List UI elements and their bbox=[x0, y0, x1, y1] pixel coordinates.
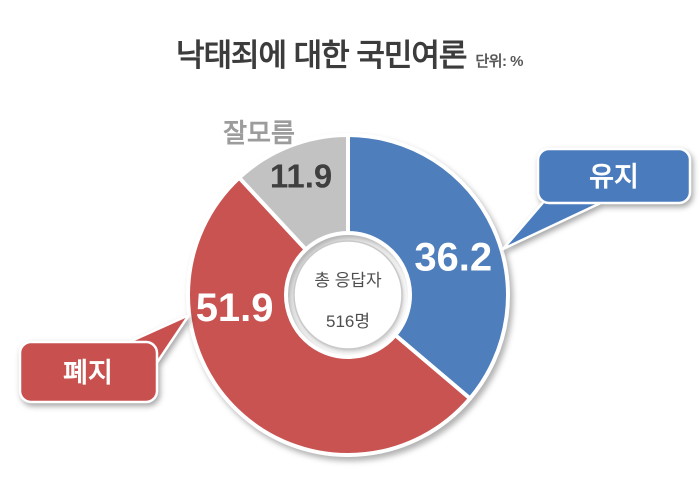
value-abolish: 51.9 bbox=[196, 286, 274, 330]
label-unknown: 잘모름 bbox=[223, 118, 295, 148]
chart-header: 낙태죄에 대한 국민여론 단위: % bbox=[0, 30, 699, 75]
chart-title: 낙태죄에 대한 국민여론 bbox=[175, 38, 467, 73]
slice-abolish bbox=[186, 175, 472, 457]
callout-maintain: 유지 bbox=[501, 147, 692, 251]
value-maintain: 36.2 bbox=[414, 236, 492, 280]
value-unknown: 11.9 bbox=[270, 157, 332, 194]
center-label-line1: 총 응답자 bbox=[314, 271, 382, 290]
callout-maintain-tail-join bbox=[552, 192, 607, 201]
callout-abolish-tail-join bbox=[118, 347, 150, 373]
callout-abolish-bubble bbox=[18, 340, 159, 404]
callout-maintain-bubble bbox=[536, 147, 692, 205]
donut-slices bbox=[186, 133, 510, 457]
center-label-line2: 516명 bbox=[326, 312, 370, 331]
donut-center: 총 응답자 516명 bbox=[293, 240, 403, 350]
unit-label: 단위: % bbox=[475, 53, 524, 70]
callout-maintain-label: 유지 bbox=[589, 162, 639, 192]
slice-maintain bbox=[346, 133, 510, 401]
callout-abolish-label: 폐지 bbox=[63, 358, 113, 388]
callout-abolish: 폐지 bbox=[18, 313, 191, 404]
center-ring bbox=[293, 240, 403, 350]
slice-unknown bbox=[237, 133, 350, 252]
value-labels: 36.2 51.9 11.9 bbox=[196, 157, 492, 329]
